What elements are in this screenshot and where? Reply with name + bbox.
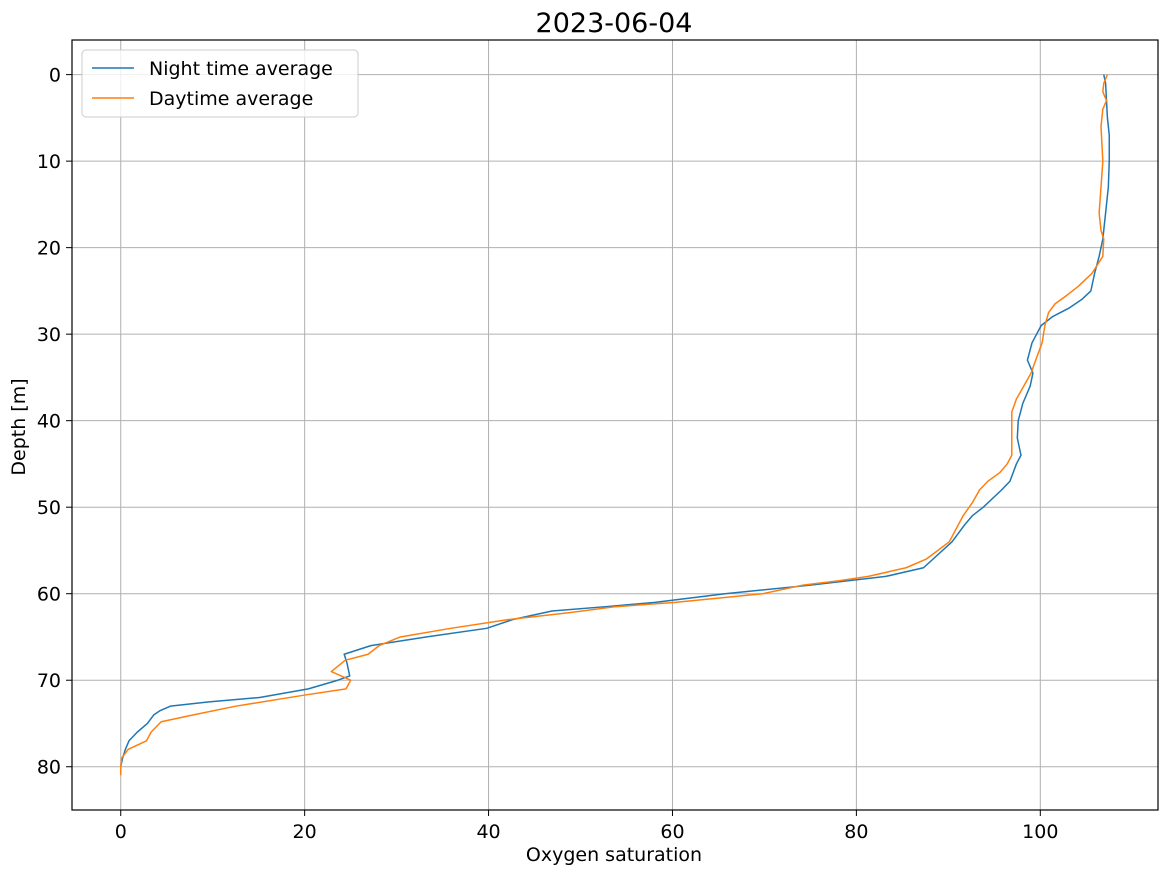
- y-tick-label: 30: [37, 324, 61, 346]
- y-tick-label: 10: [37, 151, 61, 173]
- legend-label-night: Night time average: [149, 58, 333, 80]
- legend: Night time average Daytime average: [81, 49, 359, 118]
- y-axis-ticks: 0 10 20 30 40 50 60 70 80: [37, 65, 72, 779]
- x-tick-label: 40: [476, 821, 500, 843]
- grid: [72, 40, 1158, 810]
- y-tick-label: 0: [49, 65, 61, 87]
- y-tick-label: 60: [37, 584, 61, 606]
- series-lines: [119, 74, 1111, 776]
- x-tick-label: 60: [660, 821, 684, 843]
- x-tick-label: 0: [115, 821, 127, 843]
- x-axis-ticks: 0 20 40 60 80 100: [115, 810, 1058, 843]
- chart-title: 2023-06-04: [536, 8, 693, 39]
- x-tick-label: 100: [1022, 821, 1058, 843]
- y-tick-label: 40: [37, 411, 61, 433]
- y-tick-label: 80: [37, 757, 61, 779]
- legend-label-day: Daytime average: [149, 88, 313, 110]
- x-axis-label: Oxygen saturation: [526, 844, 702, 866]
- y-tick-label: 70: [37, 670, 61, 692]
- series-line-1: [119, 74, 1109, 776]
- x-tick-label: 80: [844, 821, 868, 843]
- y-tick-label: 20: [37, 238, 61, 260]
- y-axis-label: Depth [m]: [8, 378, 30, 475]
- x-tick-label: 20: [293, 821, 317, 843]
- plot-frame: [71, 39, 1159, 811]
- y-tick-label: 50: [37, 497, 61, 519]
- legend-box: [81, 49, 359, 118]
